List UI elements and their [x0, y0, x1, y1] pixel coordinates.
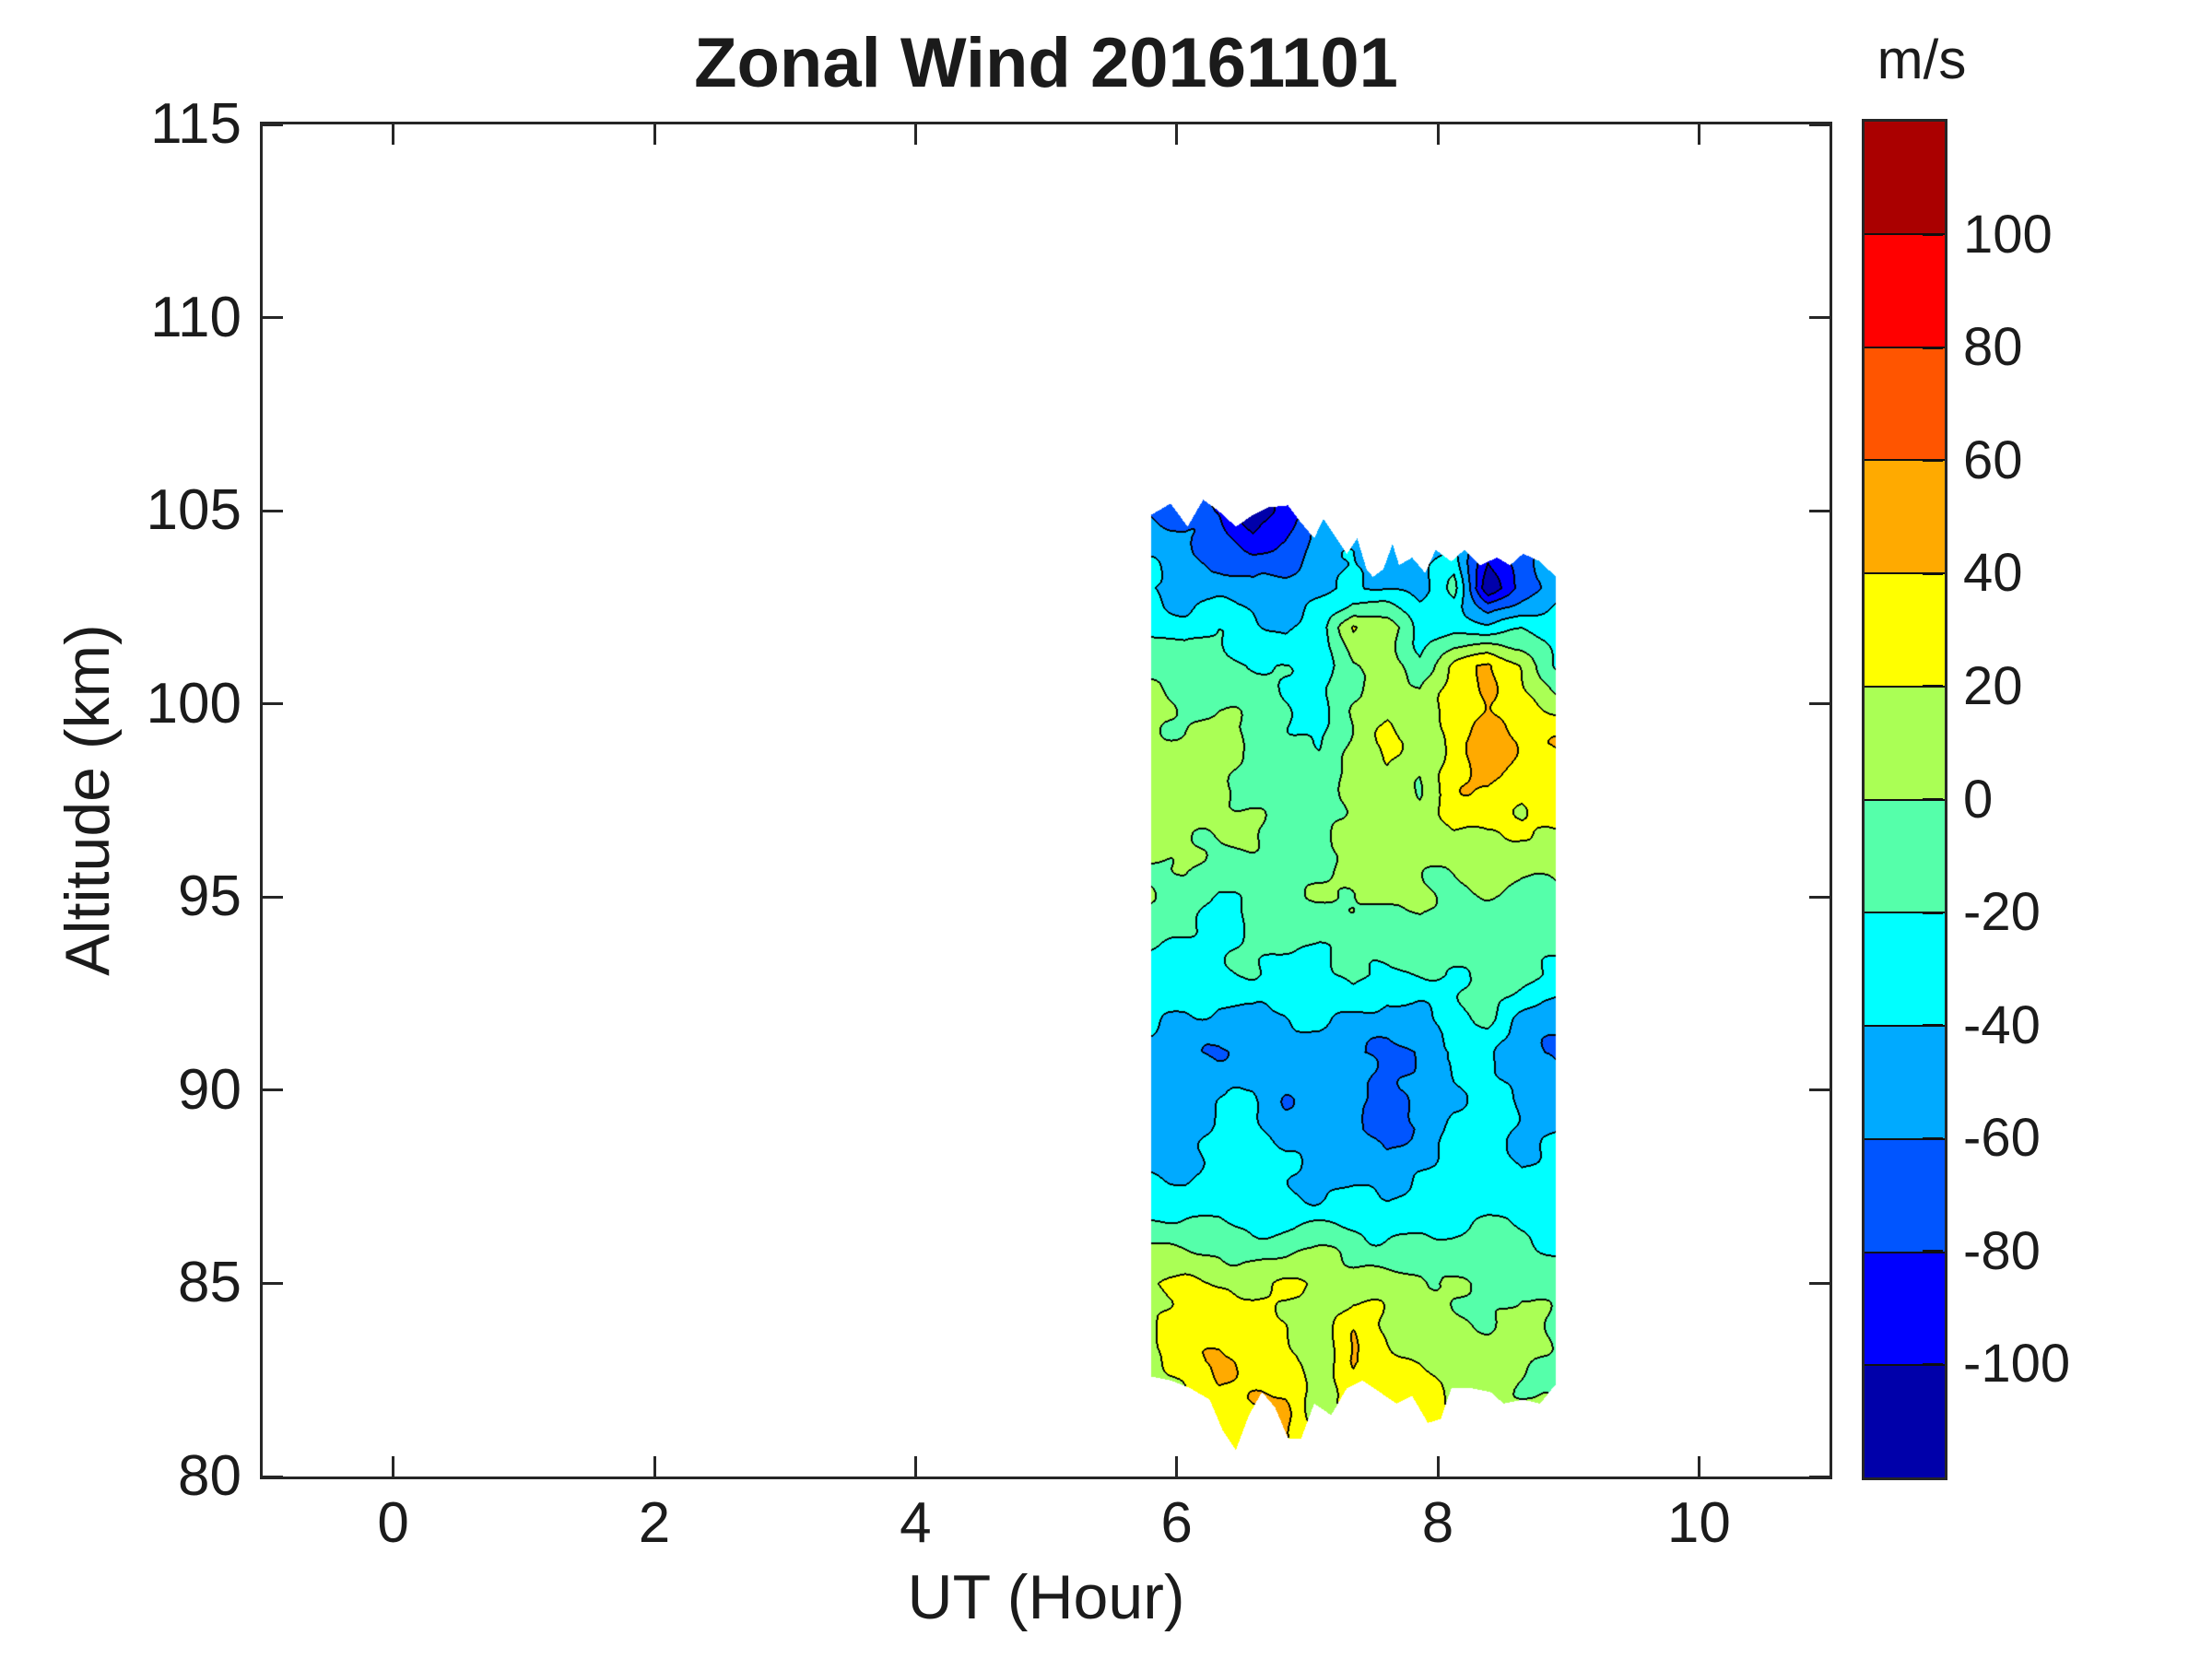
x-axis-tick-label: 0: [377, 1491, 409, 1555]
x-axis-tick-label: 2: [638, 1491, 671, 1555]
x-axis-tick: [913, 1456, 917, 1477]
y-axis-tick: [263, 702, 283, 706]
colorbar-tick: [1923, 571, 1943, 575]
colorbar-tick: [1923, 798, 1943, 801]
contour-canvas: [263, 124, 1830, 1477]
colorbar-tick-label: -80: [1963, 1220, 2041, 1281]
x-axis-tick-top: [913, 124, 917, 145]
y-axis-tick: [263, 316, 283, 320]
y-axis-tick-right: [1809, 316, 1830, 320]
colorbar-segment: [1865, 459, 1945, 572]
x-axis-tick-label: 4: [900, 1491, 932, 1555]
colorbar-unit-label: m/s: [1877, 29, 1967, 90]
y-axis-tick-label: 95: [178, 865, 241, 929]
colorbar-segment: [1865, 912, 1945, 1025]
colorbar: [1862, 119, 1947, 1480]
colorbar-tick-label: 60: [1963, 429, 2023, 490]
colorbar-tick: [1923, 911, 1943, 914]
colorbar-tick-label: 0: [1963, 769, 1994, 830]
y-axis-tick-right: [1809, 1088, 1830, 1092]
colorbar-tick: [1923, 685, 1943, 688]
y-axis-label: Altitude (km): [53, 624, 123, 976]
y-axis-tick-label: 100: [146, 671, 241, 735]
colorbar-tick: [1923, 459, 1943, 463]
y-axis-tick-label: 90: [178, 1057, 241, 1122]
x-axis-tick-top: [653, 124, 656, 145]
colorbar-tick: [1923, 233, 1943, 237]
colorbar-segment: [1865, 685, 1945, 799]
x-axis-tick-top: [1436, 124, 1440, 145]
x-axis-tick-top: [1175, 124, 1179, 145]
colorbar-tick: [1923, 1024, 1943, 1028]
y-axis-tick-right: [1809, 895, 1830, 899]
colorbar-segment: [1865, 572, 1945, 686]
x-axis-tick-top: [392, 124, 395, 145]
y-axis-tick-label: 115: [150, 92, 241, 156]
x-axis-tick: [1175, 1456, 1179, 1477]
colorbar-tick: [1923, 1136, 1943, 1140]
colorbar-segment: [1865, 122, 1945, 233]
colorbar-segment: [1865, 1251, 1945, 1365]
colorbar-tick-label: 100: [1963, 204, 2053, 265]
colorbar-tick-label: -20: [1963, 882, 2041, 943]
colorbar-segment: [1865, 1025, 1945, 1138]
y-axis-tick-right: [1809, 509, 1830, 512]
y-axis-tick-label: 85: [178, 1251, 241, 1315]
y-axis-tick-right: [1809, 1475, 1830, 1478]
colorbar-segment: [1865, 346, 1945, 460]
y-axis-tick: [263, 123, 283, 126]
y-axis-tick-label: 80: [178, 1444, 241, 1508]
colorbar-tick-label: 40: [1963, 543, 2023, 604]
colorbar-tick: [1923, 1362, 1943, 1366]
colorbar-segment: [1865, 798, 1945, 912]
colorbar-segment: [1865, 1137, 1945, 1252]
x-axis-tick-label: 6: [1160, 1491, 1193, 1555]
colorbar-tick: [1923, 1250, 1943, 1253]
y-axis-tick: [263, 895, 283, 899]
x-axis-tick: [392, 1456, 395, 1477]
x-axis-label: UT (Hour): [907, 1562, 1185, 1632]
colorbar-tick: [1923, 346, 1943, 349]
y-axis-tick: [263, 1281, 283, 1285]
colorbar-segment: [1865, 232, 1945, 347]
x-axis-tick-label: 8: [1421, 1491, 1454, 1555]
y-axis-tick: [263, 509, 283, 512]
x-axis-tick-top: [1697, 124, 1700, 145]
colorbar-tick-label: -60: [1963, 1108, 2041, 1169]
x-axis-tick-label: 10: [1666, 1491, 1731, 1555]
y-axis-tick: [263, 1475, 283, 1478]
x-axis-tick: [1436, 1456, 1440, 1477]
colorbar-tick-label: 20: [1963, 655, 2023, 716]
y-axis-tick-right: [1809, 702, 1830, 706]
y-axis-tick: [263, 1088, 283, 1092]
colorbar-tick-label: 80: [1963, 317, 2023, 378]
colorbar-segment: [1865, 1364, 1945, 1477]
x-axis-tick: [653, 1456, 656, 1477]
chart-title: Zonal Wind 20161101: [694, 24, 1398, 102]
y-axis-tick-right: [1809, 123, 1830, 126]
x-axis-tick: [1697, 1456, 1700, 1477]
colorbar-tick-label: -100: [1963, 1334, 2071, 1394]
colorbar-tick-label: -40: [1963, 994, 2041, 1055]
y-axis-tick-label: 110: [150, 285, 241, 349]
y-axis-tick-label: 105: [146, 478, 241, 543]
y-axis-tick-right: [1809, 1281, 1830, 1285]
